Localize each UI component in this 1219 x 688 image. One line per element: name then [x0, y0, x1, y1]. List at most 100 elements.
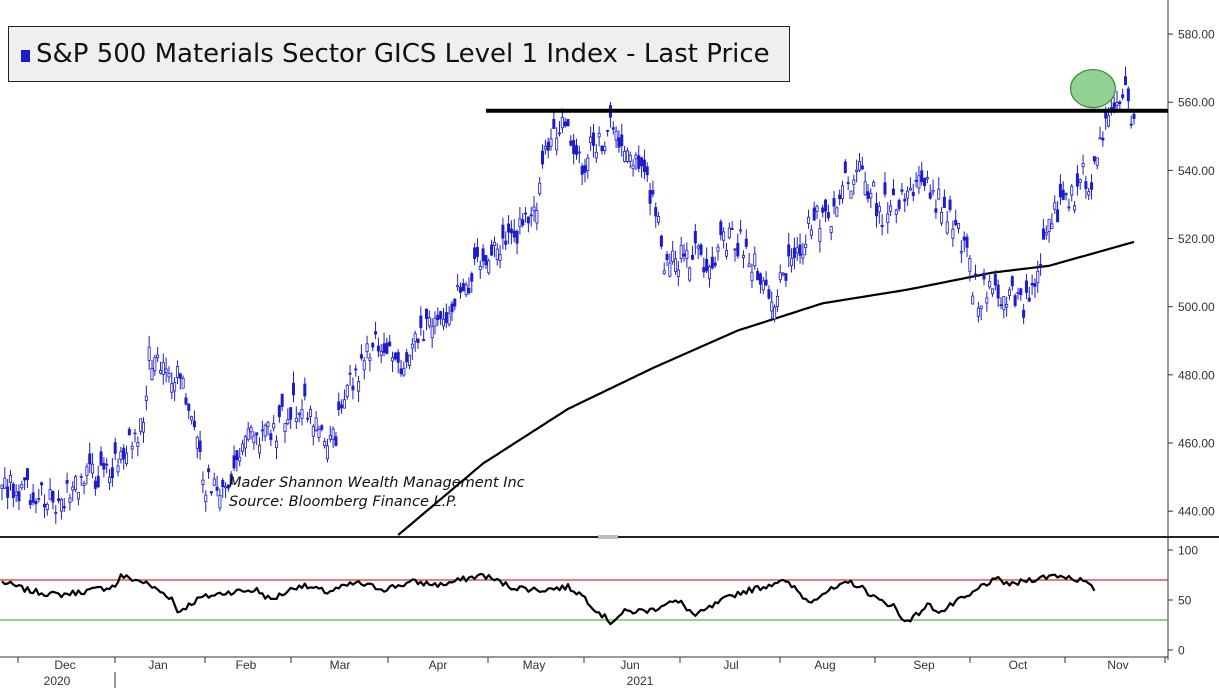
candle	[37, 488, 41, 503]
candle	[153, 354, 157, 376]
candle-body	[320, 425, 324, 430]
candle-body	[1002, 296, 1006, 311]
candle	[269, 429, 273, 447]
moving-average-layer	[397, 240, 1135, 536]
candle-body	[923, 177, 927, 187]
candle	[572, 133, 576, 165]
candle-body	[37, 497, 41, 500]
candle-body	[702, 266, 706, 273]
candle	[900, 182, 904, 195]
candle-body	[668, 262, 672, 277]
candle	[207, 464, 211, 479]
candle-body	[812, 207, 816, 221]
candle	[235, 450, 239, 472]
candle	[586, 153, 590, 179]
candle	[396, 349, 400, 374]
candle	[620, 123, 624, 157]
candle	[1095, 157, 1099, 170]
candle	[931, 179, 935, 196]
candle	[841, 180, 845, 204]
candle	[170, 372, 174, 400]
candle	[314, 411, 318, 432]
candle-body	[108, 476, 112, 484]
candle	[682, 243, 686, 262]
candle-body	[659, 235, 663, 247]
candle-body	[275, 440, 279, 449]
candle-body	[1030, 283, 1034, 286]
candle	[696, 243, 700, 260]
candle-body	[538, 182, 542, 194]
candle	[736, 233, 740, 259]
rsi-tick-label: 100	[1178, 544, 1198, 558]
candle	[249, 424, 253, 440]
candle-body	[750, 271, 754, 282]
candle	[614, 126, 618, 149]
candle-body	[235, 450, 239, 461]
candle	[300, 399, 304, 426]
candle-body	[1007, 289, 1011, 297]
candle-body	[801, 253, 805, 259]
candle-body	[620, 134, 624, 147]
candle-body	[713, 262, 717, 266]
candle	[866, 183, 870, 203]
candle	[988, 274, 992, 290]
candle	[509, 220, 513, 245]
candle	[175, 360, 179, 385]
candle	[478, 260, 482, 279]
candle	[954, 209, 958, 227]
candle	[569, 135, 573, 147]
candle-body	[125, 452, 129, 465]
candle-body	[342, 399, 346, 409]
candle-body	[416, 338, 420, 343]
candle	[849, 190, 853, 199]
candle	[1036, 260, 1040, 294]
candle	[625, 147, 629, 164]
candle-body	[852, 179, 856, 186]
candle	[662, 262, 666, 276]
candle	[1016, 287, 1020, 300]
candle-body	[82, 482, 86, 486]
candle-body	[903, 198, 907, 202]
candle-body	[0, 484, 4, 489]
candle	[136, 436, 140, 457]
candle-body	[651, 190, 655, 195]
candle-body	[688, 267, 692, 281]
candle-body	[569, 140, 573, 146]
candle-body	[877, 206, 881, 213]
candle	[450, 300, 454, 322]
candle	[829, 226, 833, 241]
candle-body	[648, 190, 652, 204]
candle-body	[1090, 182, 1094, 190]
candle-body	[993, 273, 997, 286]
candle-body	[965, 236, 969, 248]
candle	[1132, 110, 1136, 125]
candle-body	[173, 382, 177, 392]
candle-body	[826, 212, 830, 219]
candle	[303, 377, 307, 401]
candle	[767, 285, 771, 300]
candle-body	[637, 155, 641, 169]
candle-body	[444, 312, 448, 323]
candle	[158, 361, 162, 375]
rsi-tick-label: 0	[1178, 644, 1185, 658]
candle-body	[266, 422, 270, 428]
candle-body	[334, 436, 338, 446]
candle-body	[563, 121, 567, 127]
candle	[110, 457, 114, 487]
candle	[201, 471, 205, 494]
candle	[337, 392, 341, 416]
x-tick-label: May	[523, 658, 546, 672]
candle-body	[57, 498, 61, 502]
candle	[968, 254, 972, 282]
candle	[427, 310, 431, 329]
candle	[357, 375, 361, 403]
candle-body	[1118, 101, 1122, 105]
candle	[526, 216, 530, 233]
candle-body	[207, 468, 211, 473]
candle	[903, 193, 907, 213]
candle-body	[699, 244, 703, 255]
candle-body	[1044, 232, 1048, 236]
candle-body	[671, 250, 675, 262]
candle-body	[178, 373, 182, 379]
candle-body	[869, 193, 873, 199]
